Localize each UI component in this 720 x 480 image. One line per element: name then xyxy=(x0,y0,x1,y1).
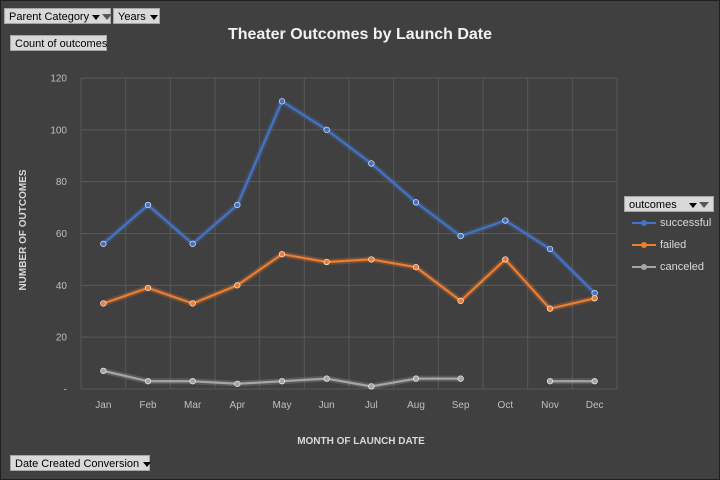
parent-category-label: Parent Category xyxy=(9,11,90,23)
legend-swatch-failed xyxy=(632,242,656,248)
dropdown-arrow-icon xyxy=(143,461,152,467)
data-point-successful[interactable] xyxy=(323,126,330,133)
data-point-failed[interactable] xyxy=(457,297,464,304)
data-point-successful[interactable] xyxy=(234,201,241,209)
x-tick-label: Aug xyxy=(407,400,425,411)
data-point-failed[interactable] xyxy=(234,282,241,289)
data-point-successful[interactable] xyxy=(144,201,152,209)
chart-title: Theater Outcomes by Launch Date xyxy=(227,26,493,43)
data-point-successful[interactable] xyxy=(457,232,464,240)
data-point-successful[interactable] xyxy=(502,217,509,224)
x-tick-label: Feb xyxy=(139,400,157,411)
series-canceled xyxy=(100,367,598,390)
series-line-failed xyxy=(102,253,595,310)
data-point-failed[interactable] xyxy=(278,251,286,258)
legend-controls xyxy=(685,197,709,213)
data-point-successful[interactable] xyxy=(368,160,375,167)
x-tick-label: Sep xyxy=(452,400,470,411)
legend-label-canceled: canceled xyxy=(660,261,705,273)
data-point-failed[interactable] xyxy=(368,256,375,263)
x-tick-label: May xyxy=(273,400,292,411)
data-point-failed[interactable] xyxy=(412,264,420,271)
y-tick-label: - xyxy=(64,385,67,396)
x-tick-label: Mar xyxy=(184,400,202,411)
data-point-canceled[interactable] xyxy=(591,378,598,385)
y-axis-title: NUMBER OF OUTCOMES xyxy=(18,169,29,290)
legend-item-canceled[interactable]: canceled xyxy=(624,256,716,278)
data-point-failed[interactable] xyxy=(546,305,554,312)
legend-item-successful[interactable]: successful xyxy=(624,212,716,234)
filter-icon xyxy=(699,202,709,209)
series-failed xyxy=(100,251,598,312)
y-tick-label: 40 xyxy=(56,281,68,292)
data-point-failed[interactable] xyxy=(189,300,196,307)
parent-category-filter-button[interactable]: Parent Category xyxy=(4,8,113,24)
data-point-canceled[interactable] xyxy=(323,375,330,382)
value-field-label: Count of outcomes xyxy=(15,38,108,50)
series-line-successful xyxy=(102,100,596,294)
data-point-failed[interactable] xyxy=(144,284,152,292)
x-axis-title: MONTH OF LAUNCH DATE xyxy=(297,436,425,447)
x-tick-label: Apr xyxy=(230,400,246,411)
legend-header-label: outcomes xyxy=(629,199,677,211)
x-tick-label: Jun xyxy=(319,400,335,411)
x-tick-label: Dec xyxy=(586,400,604,411)
data-point-successful[interactable] xyxy=(189,240,196,247)
data-point-canceled[interactable] xyxy=(412,375,420,382)
series-successful xyxy=(100,98,598,297)
y-tick-label: 100 xyxy=(50,125,67,136)
years-filter-button[interactable]: Years xyxy=(113,8,160,24)
data-point-canceled[interactable] xyxy=(234,380,241,387)
legend-item-failed[interactable]: failed xyxy=(624,234,716,256)
legend-filter-button[interactable]: outcomes xyxy=(624,196,714,212)
data-point-successful[interactable] xyxy=(278,98,286,105)
x-tick-label: Jul xyxy=(365,400,378,411)
legend-marker-failed xyxy=(641,242,647,248)
legend-label-failed: failed xyxy=(660,239,687,251)
data-point-canceled[interactable] xyxy=(457,375,464,382)
data-point-canceled[interactable] xyxy=(100,367,107,374)
x-tick-label: Nov xyxy=(541,400,559,411)
data-point-canceled[interactable] xyxy=(189,378,196,385)
axis-field-button[interactable]: Date Created Conversion xyxy=(10,455,152,471)
data-point-successful[interactable] xyxy=(546,245,554,253)
data-point-canceled[interactable] xyxy=(368,383,375,390)
dropdown-arrow-icon xyxy=(689,202,697,208)
legend: outcomes successful failed canceled xyxy=(624,196,716,278)
data-point-failed[interactable] xyxy=(323,258,330,266)
value-field-button[interactable]: Count of outcomes xyxy=(10,35,107,51)
data-point-canceled[interactable] xyxy=(546,378,554,385)
y-tick-label: 120 xyxy=(50,74,67,85)
legend-swatch-canceled xyxy=(632,264,656,270)
dropdown-arrow-icon xyxy=(149,14,158,20)
y-tick-label: 60 xyxy=(56,229,68,240)
data-point-canceled[interactable] xyxy=(278,378,286,385)
data-point-successful[interactable] xyxy=(591,290,598,297)
legend-swatch-successful xyxy=(632,220,656,226)
legend-marker-successful xyxy=(641,220,647,226)
data-point-successful[interactable] xyxy=(412,199,420,206)
x-tick-label: Oct xyxy=(498,400,514,411)
data-point-failed[interactable] xyxy=(591,295,598,302)
data-point-canceled[interactable] xyxy=(144,378,152,385)
axis-field-label: Date Created Conversion xyxy=(15,458,140,470)
legend-marker-canceled xyxy=(641,264,647,270)
data-point-failed[interactable] xyxy=(100,300,107,307)
x-tick-label: Jan xyxy=(95,400,111,411)
y-tick-label: 20 xyxy=(56,333,68,344)
years-label: Years xyxy=(118,11,146,23)
dropdown-arrow-icon xyxy=(92,14,101,20)
data-point-failed[interactable] xyxy=(502,256,509,263)
data-point-successful[interactable] xyxy=(100,240,107,247)
filter-icon xyxy=(102,14,113,21)
legend-label-successful: successful xyxy=(660,217,712,229)
y-tick-label: 80 xyxy=(56,177,68,188)
